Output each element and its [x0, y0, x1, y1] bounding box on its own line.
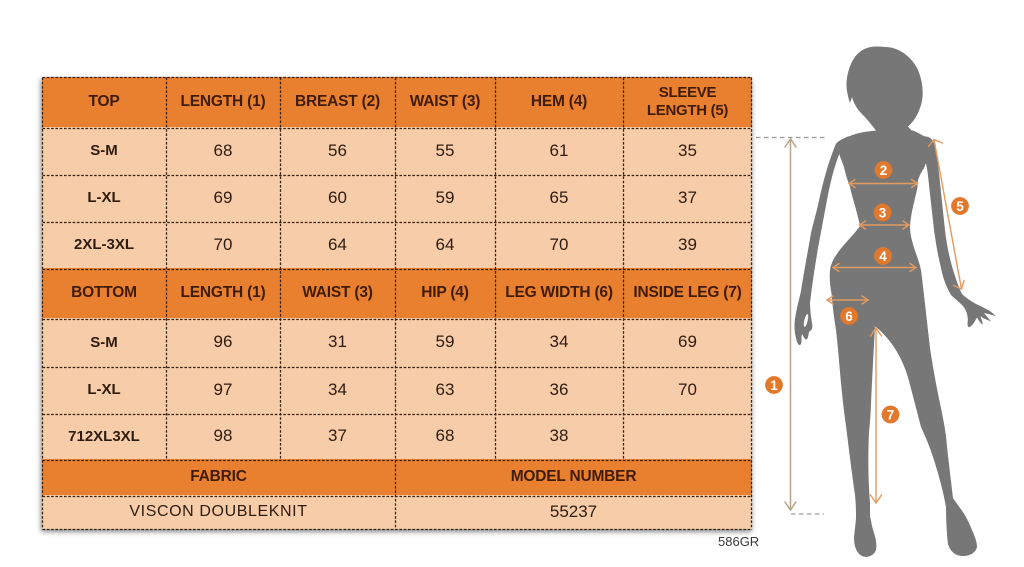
- svg-text:4: 4: [879, 249, 887, 264]
- svg-text:2: 2: [880, 163, 888, 178]
- svg-text:5: 5: [956, 199, 964, 214]
- svg-text:1: 1: [770, 378, 778, 393]
- svg-text:3: 3: [879, 205, 887, 220]
- svg-text:6: 6: [845, 309, 853, 324]
- svg-text:7: 7: [887, 407, 895, 422]
